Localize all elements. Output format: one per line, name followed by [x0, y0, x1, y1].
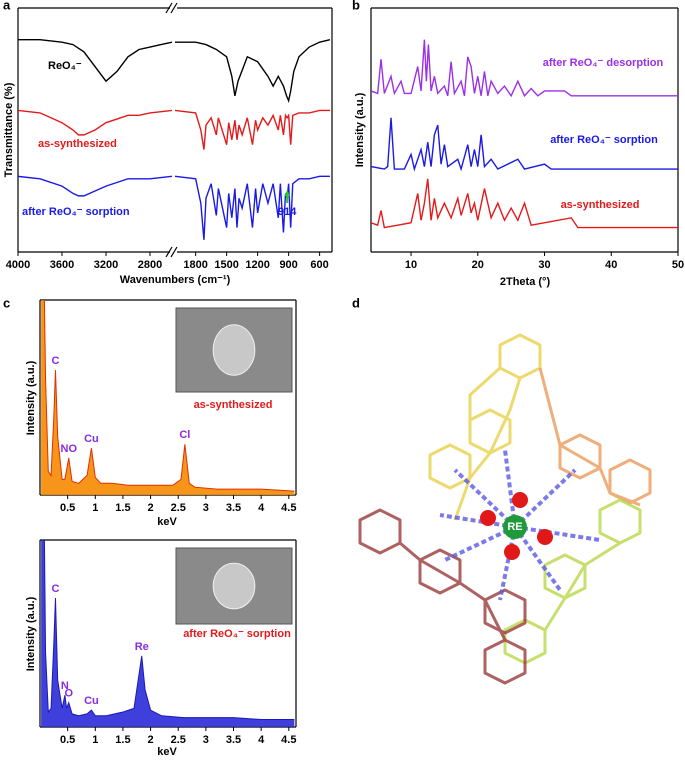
- x-tick-label: 10: [405, 259, 417, 271]
- sem-particle: [212, 562, 256, 610]
- panel-label: a: [3, 0, 11, 12]
- peak-label: O: [64, 688, 73, 700]
- y-axis-label: Intensity (a.u.): [25, 596, 37, 671]
- peak-label: C: [52, 355, 60, 367]
- y-axis-label: Transmittance (%): [3, 82, 15, 177]
- x-axis-label: keV: [157, 516, 177, 528]
- x-tick-label: 3.5: [226, 502, 241, 514]
- panel-label: b: [352, 0, 360, 12]
- area-fill: [41, 300, 295, 495]
- x-tick-label: 900: [279, 259, 297, 271]
- annotation-arrowhead: [284, 190, 291, 196]
- peak-label: NO: [61, 443, 78, 455]
- peak-label: Cl: [179, 429, 190, 441]
- x-tick-label: 600: [310, 259, 328, 271]
- axis-break: [165, 2, 173, 14]
- x-tick-label: 2.5: [171, 502, 186, 514]
- axis-break: [170, 246, 178, 258]
- spectrum-line: [18, 175, 330, 240]
- x-tick-label: 2800: [138, 259, 162, 271]
- x-tick-label: 40: [605, 259, 617, 271]
- x-tick-label: 3600: [50, 259, 74, 271]
- series-label: as-synthesized: [38, 138, 117, 150]
- annotation: 914: [278, 206, 297, 218]
- x-tick-label: 4.5: [281, 734, 296, 746]
- x-tick-label: 3: [203, 502, 209, 514]
- x-tick-label: 0.5: [60, 502, 75, 514]
- spectrum-line: [18, 109, 330, 150]
- x-tick-label: 4: [258, 734, 265, 746]
- peak-label: Re: [135, 641, 149, 653]
- x-tick-label: 1: [92, 734, 98, 746]
- x-tick-label: 2: [148, 734, 154, 746]
- series-label: after ReO₄⁻ sorption: [550, 134, 658, 146]
- axis-break: [170, 2, 178, 14]
- panel-label: d: [352, 295, 360, 310]
- series-label: ReO₄⁻: [48, 60, 82, 72]
- x-tick-label: 3200: [94, 259, 118, 271]
- x-tick-label: 1500: [214, 259, 238, 271]
- atom-label: RE: [507, 521, 522, 533]
- x-tick-label: 1: [92, 502, 98, 514]
- molecular-structure: [358, 333, 652, 685]
- x-tick-label: 4: [258, 502, 265, 514]
- spectrum-line: [41, 300, 295, 492]
- panel-label: c: [3, 295, 10, 310]
- peak-label: Cu: [84, 433, 99, 445]
- x-tick-label: 2.5: [171, 734, 186, 746]
- inset-caption: as-synthesized: [194, 399, 273, 411]
- peak-label: Cu: [84, 695, 99, 707]
- spectrum-line: [371, 39, 678, 98]
- spectrum-line: [18, 39, 331, 104]
- spectrum-line: [371, 117, 678, 172]
- spectrum-line: [371, 178, 678, 229]
- x-tick-label: 2: [148, 502, 154, 514]
- series-label: after ReO₄⁻ sorption: [22, 206, 130, 218]
- x-tick-label: 20: [472, 259, 484, 271]
- y-axis-label: Intensity (a.u.): [25, 360, 37, 435]
- x-tick-label: 1800: [183, 259, 207, 271]
- sem-particle: [212, 324, 256, 376]
- x-axis-label: 2Theta (°): [500, 276, 551, 288]
- series-label: as-synthesized: [561, 199, 640, 211]
- series-label: after ReO₄⁻ desorption: [543, 57, 664, 69]
- x-axis-label: keV: [157, 746, 177, 758]
- spectrum-line: [41, 540, 295, 721]
- x-tick-label: 1.5: [115, 734, 130, 746]
- x-tick-label: 4000: [6, 259, 30, 271]
- inset-caption: after ReO₄⁻ sorption: [183, 628, 291, 640]
- x-tick-label: 3: [203, 734, 209, 746]
- x-axis-label: Wavenumbers (cm⁻¹): [120, 274, 231, 286]
- peak-label: N: [61, 680, 69, 692]
- x-tick-label: 4.5: [281, 502, 296, 514]
- axis-break: [165, 246, 173, 258]
- x-tick-label: 3.5: [226, 734, 241, 746]
- x-tick-label: 50: [672, 259, 684, 271]
- x-tick-label: 1.5: [115, 502, 130, 514]
- x-tick-label: 1200: [245, 259, 269, 271]
- x-tick-label: 30: [538, 259, 550, 271]
- y-axis-label: Intensity (a.u.): [354, 92, 366, 167]
- peak-label: C: [52, 583, 60, 595]
- x-tick-label: 0.5: [60, 734, 75, 746]
